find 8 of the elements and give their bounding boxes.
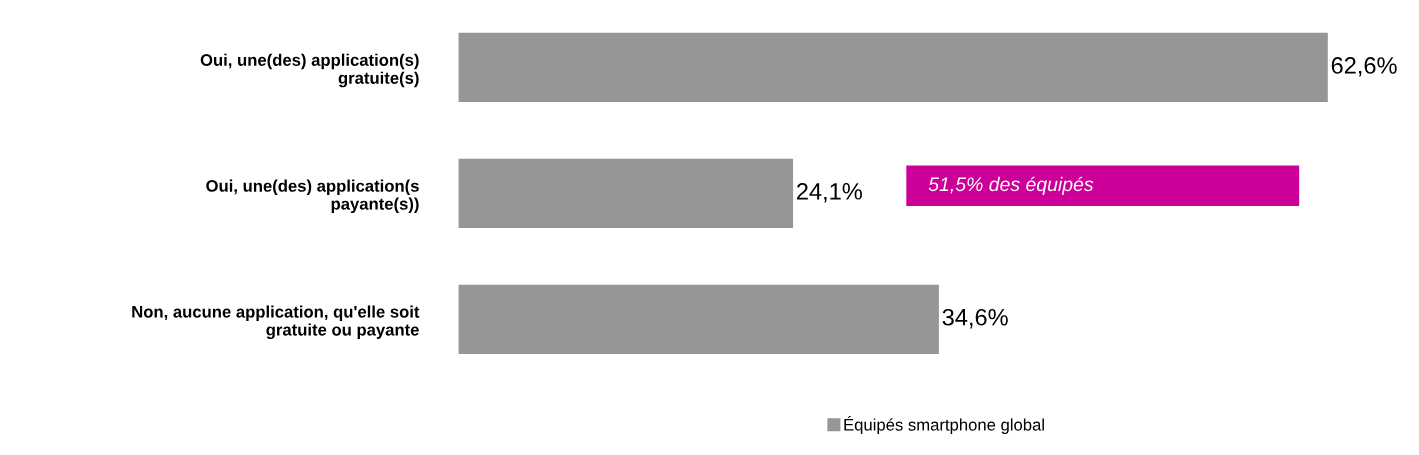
legend-label: Équipés smartphone global [844,416,1044,434]
y-tick-label: Non, aucune application, qu'elle soit gratuite ou payante [132,305,420,340]
data-label: 34,6% [942,308,1008,329]
annotation: 51,5% des équipés [928,176,1094,195]
data-label: 24,1% [797,182,862,203]
data-label: 62,6% [1331,57,1397,77]
y-tick-label: Oui, une(des) application(s payante(s)) [206,179,419,214]
y-tick-label: Oui, une(des) application(s) gratuite(s) [200,53,419,88]
